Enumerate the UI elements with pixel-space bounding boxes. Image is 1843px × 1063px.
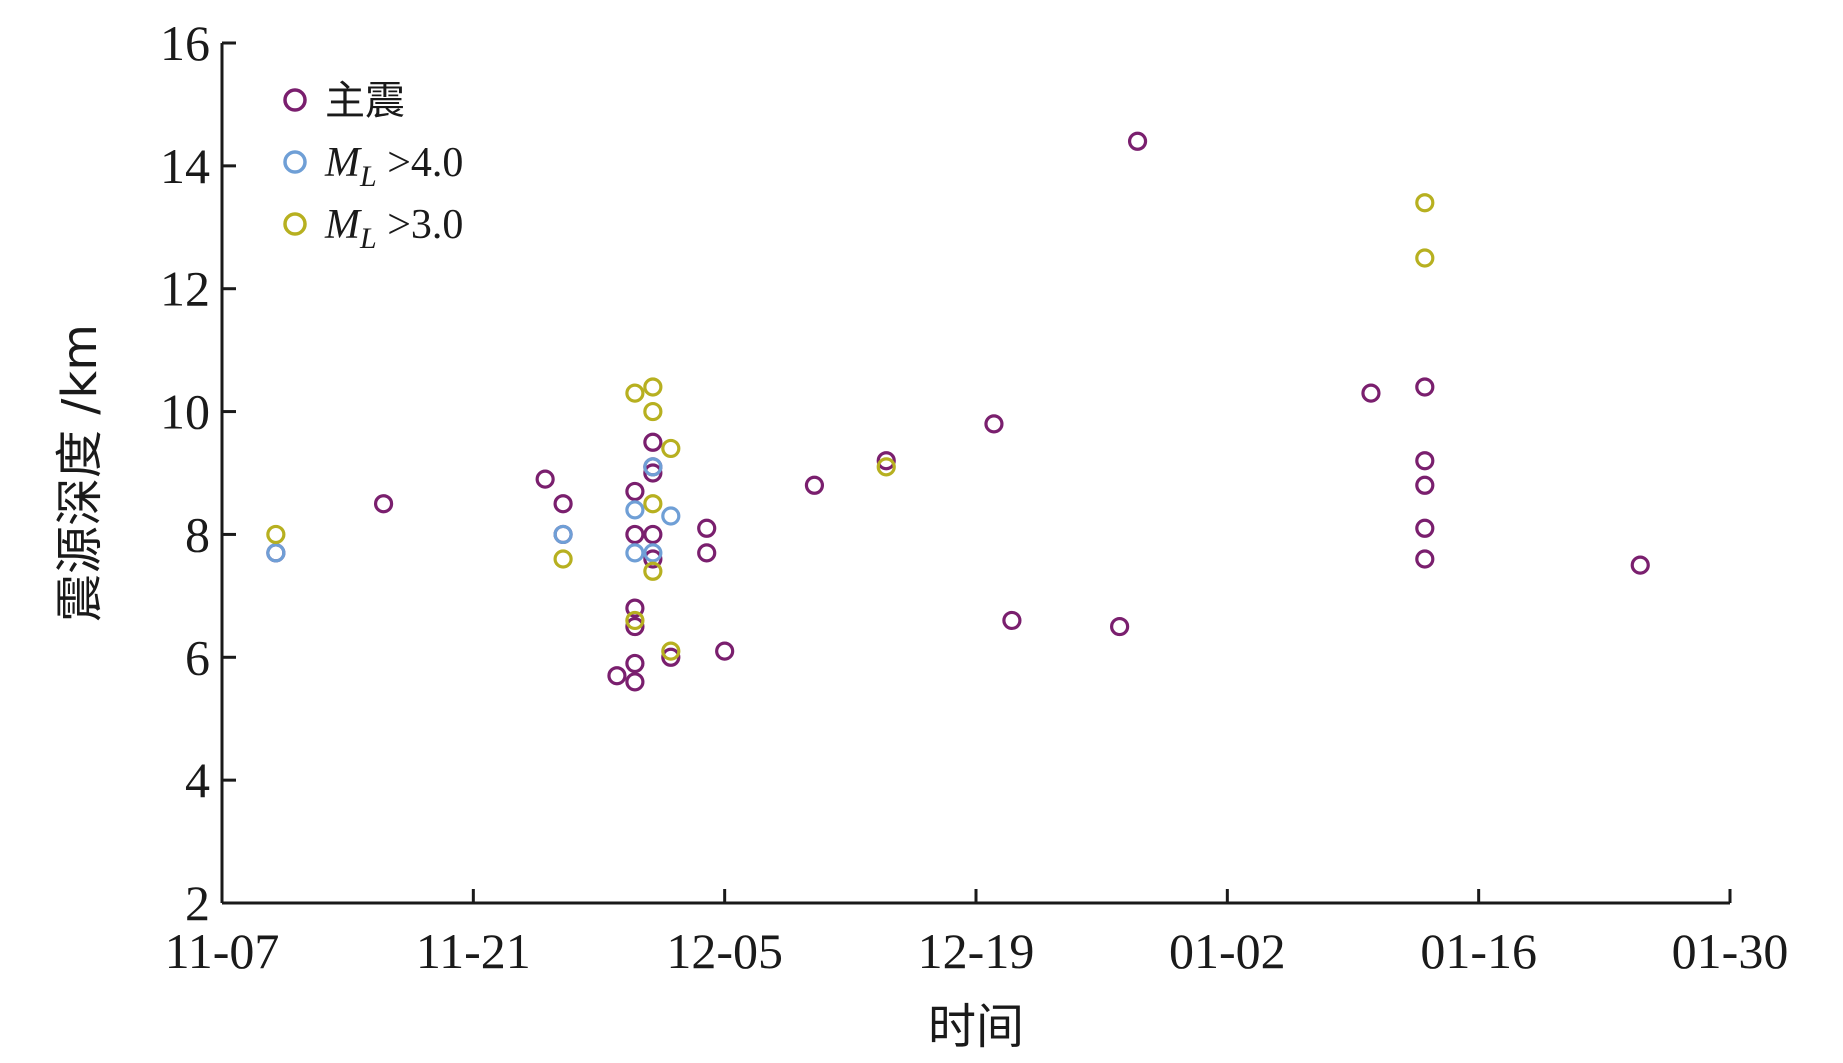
data-point-series-0 xyxy=(984,414,1004,434)
x-tick-label: 12-05 xyxy=(666,923,783,979)
x-tick-label: 01-02 xyxy=(1169,923,1286,979)
legend-marker xyxy=(283,150,307,174)
data-point-series-2 xyxy=(643,401,663,422)
data-point-series-2 xyxy=(553,549,573,569)
legend-label-prefix: M xyxy=(324,202,362,248)
x-tick-label: 11-07 xyxy=(165,923,280,979)
data-point-series-0 xyxy=(625,616,645,637)
data-point-series-0 xyxy=(553,494,573,514)
data-point-series-1 xyxy=(553,524,573,545)
x-tick-label: 11-21 xyxy=(416,923,531,979)
y-tick-label: 14 xyxy=(160,138,210,194)
data-point-series-1 xyxy=(643,457,663,477)
data-point-series-2 xyxy=(643,561,663,581)
data-point-series-1 xyxy=(661,506,681,526)
legend-label-prefix: M xyxy=(324,140,362,186)
data-point-series-0 xyxy=(1110,616,1130,637)
data-point-series-0 xyxy=(1415,549,1435,569)
data-point-series-0 xyxy=(1415,475,1435,495)
data-point-series-0 xyxy=(607,666,627,686)
data-point-series-2 xyxy=(643,494,663,514)
data-points xyxy=(266,131,1650,692)
data-point-series-0 xyxy=(661,647,681,667)
data-point-series-0 xyxy=(1127,131,1148,151)
data-point-series-0 xyxy=(1415,451,1435,471)
data-point-series-1 xyxy=(625,500,645,520)
legend-label: ML >4.0 xyxy=(324,140,463,193)
data-point-series-0 xyxy=(535,469,555,489)
y-tick-label: 4 xyxy=(185,752,210,808)
y-ticks: 2 4 6 8 10 12 14 16 xyxy=(160,15,236,931)
data-point-series-0 xyxy=(625,524,645,545)
data-point-series-0 xyxy=(625,672,645,692)
data-point-series-1 xyxy=(266,543,286,563)
y-tick-label: 6 xyxy=(185,629,210,685)
data-point-series-0 xyxy=(1415,518,1435,538)
data-point-series-2 xyxy=(625,383,645,403)
data-point-series-0 xyxy=(1361,383,1381,403)
x-tick-label: 01-16 xyxy=(1420,923,1537,979)
x-ticks: 11-07 11-21 12-05 12-19 01-02 01-16 01-30 xyxy=(165,889,1789,979)
data-point-series-0 xyxy=(625,481,645,502)
data-point-series-2 xyxy=(625,610,645,631)
legend-marker xyxy=(283,88,307,112)
x-axis-title: 时间 xyxy=(928,999,1024,1055)
data-point-series-0 xyxy=(625,598,645,618)
data-point-series-0 xyxy=(643,549,663,569)
data-point-series-0 xyxy=(643,432,663,452)
data-point-series-2 xyxy=(266,524,286,545)
data-point-series-0 xyxy=(1415,377,1435,397)
legend-label-suffix: >4.0 xyxy=(377,140,464,186)
data-point-series-2 xyxy=(1415,248,1435,268)
legend-label: ML >3.0 xyxy=(324,202,463,255)
x-tick-label: 12-19 xyxy=(918,923,1035,979)
legend-label: 主震 xyxy=(325,78,405,124)
legend-label-subscript: L xyxy=(359,222,377,255)
data-point-series-0 xyxy=(373,494,394,514)
data-point-series-0 xyxy=(697,543,717,563)
data-point-series-1 xyxy=(643,543,663,563)
y-tick-label: 2 xyxy=(185,875,210,931)
data-point-series-2 xyxy=(876,457,896,477)
legend-label-suffix: >3.0 xyxy=(377,202,464,248)
legend-marker xyxy=(283,212,307,236)
data-point-series-0 xyxy=(643,463,663,483)
y-axis-title: 震源深度 /km xyxy=(52,324,108,622)
data-point-series-0 xyxy=(625,653,645,674)
data-point-series-2 xyxy=(643,377,663,397)
y-tick-label: 10 xyxy=(160,384,210,440)
legend-label-subscript: L xyxy=(359,160,377,193)
data-point-series-0 xyxy=(643,524,663,545)
data-point-series-0 xyxy=(804,475,825,495)
data-point-series-0 xyxy=(876,451,896,471)
data-point-series-2 xyxy=(661,641,681,661)
y-tick-label: 16 xyxy=(160,15,210,71)
data-point-series-0 xyxy=(1630,555,1650,575)
data-point-series-1 xyxy=(625,543,645,563)
y-tick-label: 12 xyxy=(160,261,210,317)
data-point-series-0 xyxy=(1002,610,1022,631)
x-tick-label: 01-30 xyxy=(1672,923,1789,979)
y-tick-label: 8 xyxy=(185,506,210,562)
data-point-series-0 xyxy=(697,518,717,538)
data-point-series-2 xyxy=(661,438,681,459)
data-point-series-0 xyxy=(715,641,735,661)
data-point-series-2 xyxy=(1415,193,1435,213)
